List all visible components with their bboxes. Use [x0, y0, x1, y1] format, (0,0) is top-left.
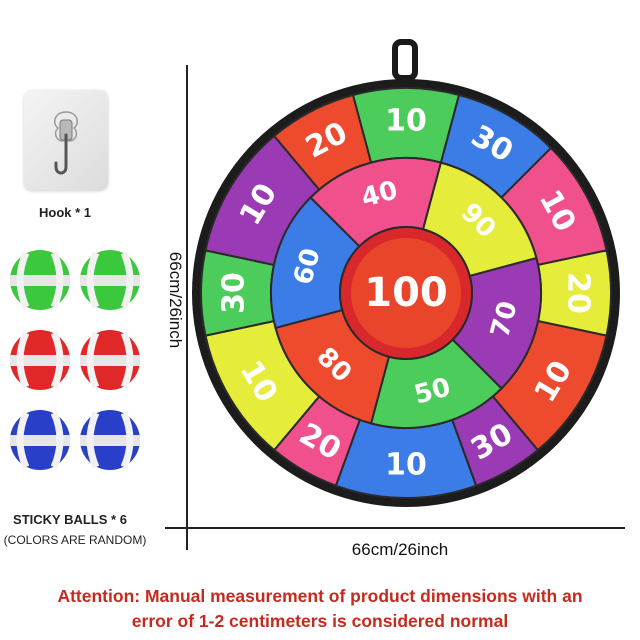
hook-icon [53, 111, 79, 175]
sticky-ball [80, 330, 140, 390]
score-label: 20 [561, 272, 596, 314]
balls-label: STICKY BALLS * 6 [13, 512, 127, 527]
height-dimension-label: 66cm/26inch [166, 251, 185, 349]
width-dimension-line [165, 527, 625, 529]
balls-note: (COLORS ARE RANDOM) [3, 533, 147, 547]
sticky-ball [10, 250, 70, 310]
sticky-ball [10, 330, 70, 390]
score-label: 10 [385, 448, 427, 483]
sticky-balls-image [10, 250, 140, 470]
hook-label: Hook * 1 [38, 205, 91, 220]
score-label: 10 [385, 104, 427, 139]
sticky-ball [10, 410, 70, 470]
score-label: 30 [217, 272, 252, 314]
bullseye-inner [351, 238, 461, 348]
notice-line-1: Attention: Manual measurement of product… [57, 586, 583, 606]
bullseye-label: 100 [364, 270, 448, 316]
sticky-ball [80, 410, 140, 470]
sticky-ball [80, 250, 140, 310]
height-dimension-line [186, 65, 188, 550]
hook-image [24, 90, 108, 190]
hanging-loop [392, 39, 418, 81]
width-dimension-label: 66cm/26inch [351, 540, 449, 559]
notice-line-2: error of 1-2 centimeters is considered n… [131, 611, 509, 631]
